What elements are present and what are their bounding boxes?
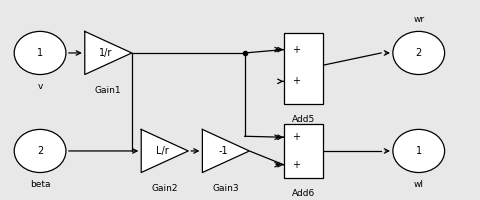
Text: v: v <box>37 82 43 91</box>
Text: Gain1: Gain1 <box>95 86 121 95</box>
Text: Gain2: Gain2 <box>152 184 178 193</box>
Text: 1/r: 1/r <box>99 48 113 58</box>
Ellipse shape <box>14 31 66 75</box>
Text: -1: -1 <box>219 146 228 156</box>
Text: 1: 1 <box>416 146 422 156</box>
Bar <box>284 124 324 178</box>
Text: wl: wl <box>414 180 424 189</box>
Ellipse shape <box>14 129 66 173</box>
Text: Add6: Add6 <box>292 189 315 198</box>
Text: +: + <box>292 160 300 170</box>
Text: +: + <box>292 132 300 142</box>
Ellipse shape <box>393 129 444 173</box>
Text: 2: 2 <box>37 146 43 156</box>
Text: Gain3: Gain3 <box>213 184 239 193</box>
Ellipse shape <box>393 31 444 75</box>
Polygon shape <box>203 129 250 173</box>
Text: L/r: L/r <box>156 146 169 156</box>
Text: +: + <box>292 76 300 86</box>
Polygon shape <box>141 129 188 173</box>
Text: 1: 1 <box>37 48 43 58</box>
Text: +: + <box>292 45 300 55</box>
Text: Add5: Add5 <box>292 115 315 124</box>
Text: wr: wr <box>413 15 424 24</box>
Polygon shape <box>85 31 132 75</box>
Text: 2: 2 <box>416 48 422 58</box>
Bar <box>284 33 324 104</box>
Text: beta: beta <box>30 180 50 189</box>
